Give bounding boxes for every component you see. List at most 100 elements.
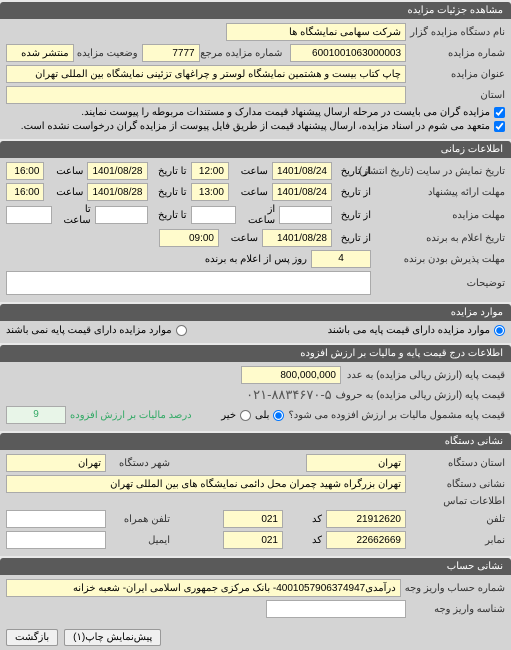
section-body-device: استان دستگاه تهران شهر دستگاه تهران نشان… (0, 450, 511, 556)
phone-display: ۰۲۱-۸۸۳۴۶۷۰-۵ (246, 387, 331, 403)
back-button[interactable]: بازگشت (6, 629, 58, 646)
field-dev-city: تهران (6, 454, 106, 472)
radio-vat-yes[interactable] (273, 410, 284, 421)
label-to3: تا تاریخ (152, 210, 187, 221)
label-base-price-text: قیمت پایه (ارزش ریالی مزایده) به حروف (336, 390, 505, 401)
section-header-items: موارد مزایده (0, 304, 511, 321)
label-mobile: تلفن همراه (110, 514, 170, 525)
label-announce: تاریخ اعلام به برنده (375, 233, 505, 244)
label-dev-city: شهر دستگاه (110, 458, 170, 469)
field-notes (6, 271, 371, 295)
field-time2-to: 16:00 (6, 183, 44, 201)
field-mobile (6, 510, 106, 528)
field-phone-code: 021 (223, 510, 283, 528)
label-dev-address: نشانی دستگاه (410, 479, 505, 490)
label-hour4: ساعت (223, 233, 258, 244)
field-time1-to: 16:00 (6, 162, 44, 180)
field-fax: 22662669 (326, 531, 406, 549)
checkbox-note2[interactable] (494, 121, 505, 132)
field-title: چاپ کتاب بیست و هشتمین نمایشگاه لوستر و … (6, 65, 406, 83)
label-from4: از تاریخ (336, 233, 371, 244)
field-time3-from (191, 206, 237, 224)
section-body-account: شماره حساب واریز وجه درآمدی4001057906374… (0, 575, 511, 625)
field-vat-pct: 9 (6, 406, 66, 424)
label-auction-deadline: مهلت مزایده (375, 210, 505, 221)
field-date2-from: 1401/08/24 (272, 183, 332, 201)
field-ref-no: 7777 (142, 44, 200, 62)
radio-has-price[interactable] (494, 325, 505, 336)
label-vat-q: قیمت پایه مشمول مالیات بر ارزش افزوده می… (288, 410, 505, 421)
field-days: 4 (311, 250, 371, 268)
label-fax-code: کد (287, 535, 322, 546)
section-header-timing: اطلاعات زمانی (0, 141, 511, 158)
section-body-price: قیمت پایه (ارزش ریالی مزایده) به عدد 800… (0, 362, 511, 431)
field-phone: 21912620 (326, 510, 406, 528)
label-ref-no: شماره مزایده مرجع (204, 48, 283, 59)
field-date2-to: 1401/08/28 (87, 183, 147, 201)
label-no-price: موارد مزایده دارای قیمت پایه نمی باشند (6, 325, 172, 336)
label-fax: نمابر (410, 535, 505, 546)
label-phone: تلفن (410, 514, 505, 525)
print-button[interactable]: پیش‌نمایش چاپ(۱) (64, 629, 161, 646)
field-email (6, 531, 106, 549)
label-vat-pct: درصد مالیات بر ارزش افزوده (70, 410, 192, 421)
label-deposit-id: شناسه واریز وجه (410, 604, 505, 615)
label-tohour3: تا ساعت (56, 204, 91, 226)
checkbox-note1[interactable] (494, 107, 505, 118)
label-title: عنوان مزایده (410, 69, 505, 80)
label-hour2b: ساعت (48, 187, 83, 198)
section-header-device: نشانی دستگاه (0, 433, 511, 450)
label-province: استان (410, 90, 505, 101)
note1-text: مزایده گران می بایست در مرحله ارسال پیشن… (81, 107, 490, 118)
label-contact: اطلاعات تماس (410, 496, 505, 507)
label-deposit-acc: شماره حساب واریز وجه (405, 583, 505, 594)
field-auction-no: 6001001063000003 (290, 44, 406, 62)
section-header-price: اطلاعات درج قیمت پایه و مالیات بر ارزش ا… (0, 345, 511, 362)
label-from2: از تاریخ (336, 187, 371, 198)
field-deposit-id (266, 600, 406, 618)
label-to2: تا تاریخ (152, 187, 187, 198)
field-date3-to (95, 206, 148, 224)
label-phone-code: کد (287, 514, 322, 525)
label-hour2: ساعت (233, 187, 268, 198)
field-status: منتشر شده (6, 44, 74, 62)
label-winner: مهلت پذیرش بودن برنده (375, 254, 505, 265)
field-time3-to (6, 206, 52, 224)
field-date1-to: 1401/08/28 (87, 162, 147, 180)
section-body-timing: تاریخ نمایش در سایت (تاریخ انتشار) از تا… (0, 158, 511, 302)
label-base-price-num: قیمت پایه (ارزش ریالی مزایده) به عدد (345, 370, 505, 381)
label-to1: تا تاریخ (152, 166, 187, 177)
field-base-price: 800,000,000 (241, 366, 341, 384)
label-notes: توضیحات (375, 278, 505, 289)
field-announce-date: 1401/08/28 (262, 229, 332, 247)
field-deposit-acc: درآمدی4001057906374947- بانک مرکزی جمهور… (6, 579, 401, 597)
label-from3: از تاریخ (336, 210, 371, 221)
field-date3-from (279, 206, 332, 224)
field-time2-from: 13:00 (191, 183, 229, 201)
field-org: شرکت سهامی نمایشگاه ها (226, 23, 406, 41)
label-proposal: مهلت ارائه پیشنهاد (375, 187, 505, 198)
label-status: وضعیت مزایده (78, 48, 138, 59)
note2-text: متعهد می شوم در اسناد مزایده، ارسال پیشن… (21, 121, 490, 132)
label-fromhour3: از ساعت (240, 204, 275, 226)
radio-no-price[interactable] (176, 325, 187, 336)
field-announce-time: 09:00 (159, 229, 219, 247)
label-days-after: روز پس از اعلام به برنده (205, 254, 307, 265)
label-dev-province: استان دستگاه (410, 458, 505, 469)
label-yes: بلی (255, 410, 269, 421)
field-dev-address: تهران بزرگراه شهید چمران محل دائمی نمایش… (6, 475, 406, 493)
label-no: خیر (221, 410, 236, 421)
label-hour1: ساعت (233, 166, 268, 177)
field-fax-code: 021 (223, 531, 283, 549)
section-header-account: نشانی حساب (0, 558, 511, 575)
field-province (6, 86, 406, 104)
label-hour1b: ساعت (48, 166, 83, 177)
radio-vat-no[interactable] (240, 410, 251, 421)
label-email: ایمیل (110, 535, 170, 546)
section-header-details: مشاهده جزئیات مزایده (0, 2, 511, 19)
bottom-bar: پیش‌نمایش چاپ(۱) بازگشت (0, 625, 511, 650)
field-time1-from: 12:00 (191, 162, 229, 180)
field-date1-from: 1401/08/24 (272, 162, 332, 180)
label-from1: از تاریخ (336, 166, 371, 177)
section-body-details: نام دستگاه مزایده گزار شرکت سهامی نمایشگ… (0, 19, 511, 139)
